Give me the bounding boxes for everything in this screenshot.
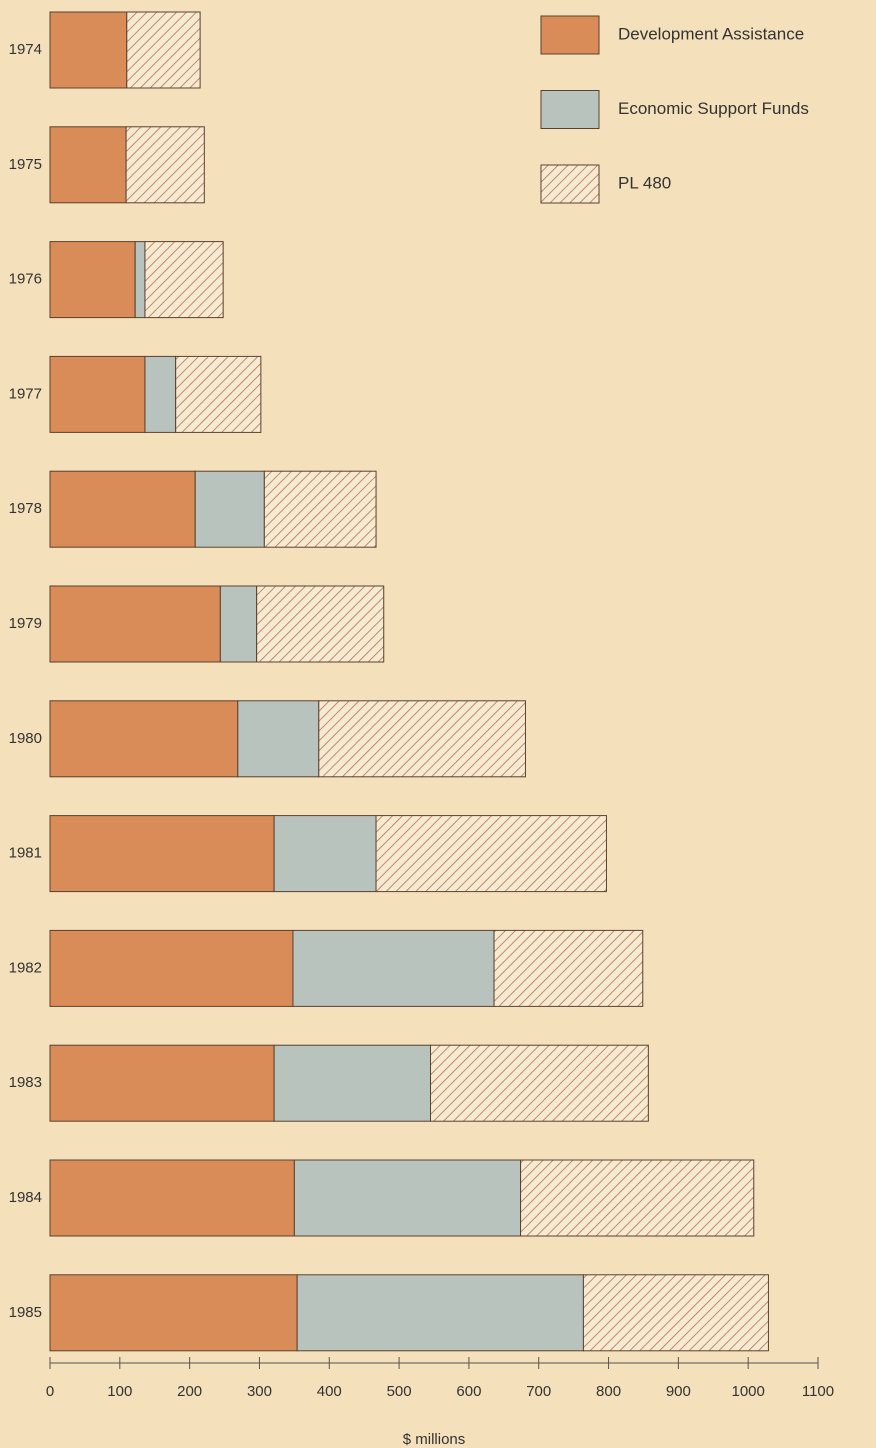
bar-segment: [256, 585, 385, 663]
bar-segment: [49, 355, 146, 433]
y-tick-label: 1978: [9, 500, 42, 517]
bar-segment: [144, 355, 177, 433]
bar-segment: [273, 815, 377, 893]
y-tick-label: 1982: [9, 959, 42, 976]
y-tick-label: 1979: [9, 615, 42, 632]
bar-segment: [49, 1274, 298, 1352]
x-tick-label: 100: [107, 1383, 132, 1400]
bar-segment: [219, 585, 258, 663]
bar-segment: [49, 700, 239, 778]
y-tick-label: 1981: [9, 845, 42, 862]
bar-segment: [49, 470, 196, 548]
legend-swatch: [540, 15, 600, 55]
bar-segment: [125, 126, 205, 204]
bar-segment: [49, 585, 221, 663]
legend-label: Economic Support Funds: [618, 99, 809, 118]
x-tick-label: 200: [177, 1383, 202, 1400]
bar-segment: [175, 355, 262, 433]
y-tick-label: 1974: [9, 41, 42, 58]
bar-segment: [237, 700, 320, 778]
bar-segment: [49, 815, 275, 893]
y-tick-label: 1975: [9, 156, 42, 173]
y-tick-label: 1976: [9, 271, 42, 288]
y-tick-label: 1985: [9, 1304, 42, 1321]
bar-segment: [49, 929, 294, 1007]
x-tick-label: 1100: [802, 1383, 834, 1400]
x-tick-label: 900: [666, 1383, 691, 1400]
x-tick-label: 700: [526, 1383, 551, 1400]
x-tick-label: 800: [596, 1383, 621, 1400]
bar-segment: [49, 11, 128, 89]
bar-segment: [582, 1274, 769, 1352]
x-tick-label: 300: [247, 1383, 272, 1400]
y-tick-label: 1980: [9, 730, 42, 747]
legend-label: Development Assistance: [618, 24, 804, 43]
bar-segment: [263, 470, 377, 548]
y-tick-label: 1983: [9, 1074, 42, 1091]
bar-segment: [134, 241, 146, 319]
bar-segment: [520, 1159, 755, 1237]
x-axis-label: $ millions: [403, 1431, 466, 1448]
y-tick-label: 1977: [9, 385, 42, 402]
bar-segment: [194, 470, 265, 548]
legend-swatch: [540, 164, 600, 204]
x-tick-label: 1000: [731, 1383, 764, 1400]
x-tick-label: 600: [456, 1383, 481, 1400]
bar-segment: [49, 241, 136, 319]
bar-segment: [49, 1159, 295, 1237]
x-tick-label: 500: [387, 1383, 412, 1400]
bar-segment: [273, 1044, 432, 1122]
legend-swatch: [540, 90, 600, 129]
bar-segment: [292, 929, 495, 1007]
bar-segment: [49, 126, 127, 204]
x-tick-label: 400: [317, 1383, 342, 1400]
bar-segment: [318, 700, 526, 778]
bar-segment: [375, 815, 607, 893]
x-tick-label: 0: [46, 1383, 54, 1400]
bar-segment: [493, 929, 644, 1007]
bar-segment: [293, 1159, 522, 1237]
bar-segment: [296, 1274, 584, 1352]
y-tick-label: 1984: [9, 1189, 42, 1206]
bar-segment: [430, 1044, 649, 1122]
bar-segment: [126, 11, 201, 89]
bar-segment: [144, 241, 224, 319]
legend-label: PL 480: [618, 173, 671, 192]
bar-segment: [49, 1044, 275, 1122]
